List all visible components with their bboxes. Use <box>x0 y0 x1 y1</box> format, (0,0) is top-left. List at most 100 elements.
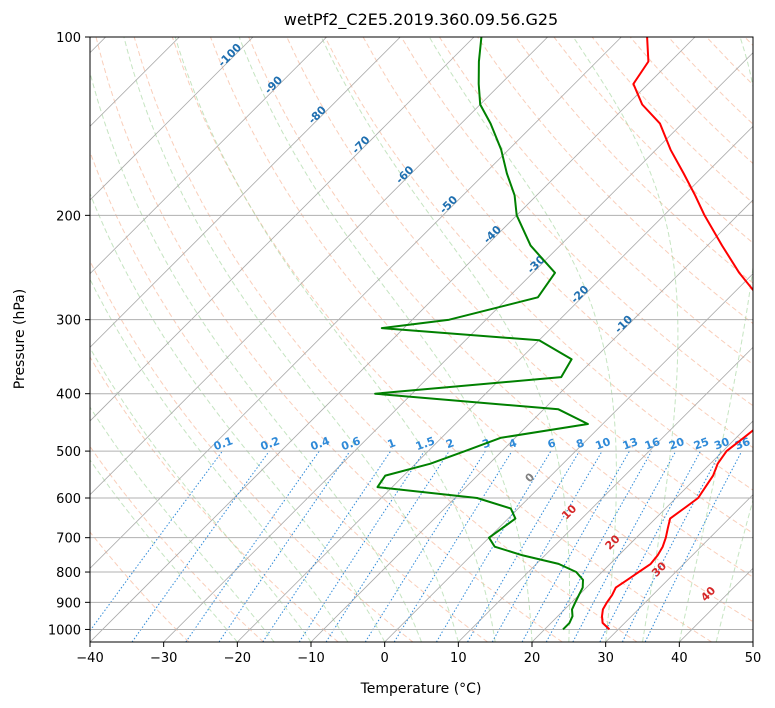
x-tick-label: 20 <box>524 651 541 666</box>
x-tick-label: 50 <box>745 651 762 666</box>
mixing-ratio-line <box>521 450 630 642</box>
x-axis-label: Temperature (°C) <box>360 681 482 697</box>
isotherm-line <box>90 37 622 569</box>
mixing-ratio-label: 16 <box>643 435 662 453</box>
moist-adiabat-line <box>90 459 238 642</box>
moist-adiabat-line <box>90 192 386 642</box>
moist-adiabat-line <box>90 406 275 642</box>
isotherm-line <box>90 37 254 201</box>
mixing-ratio-line <box>131 450 270 642</box>
mixing-ratio-label: 20 <box>667 435 686 453</box>
mixing-ratio-line <box>218 450 351 642</box>
x-tick-label: 0 <box>381 651 389 666</box>
dry-adiabat-line <box>400 37 753 407</box>
x-tick-label: 30 <box>597 651 614 666</box>
mixing-ratio-line <box>262 450 392 642</box>
mixing-ratio-line <box>185 450 320 642</box>
dry-adiabat-line <box>210 37 753 623</box>
isotherm-line <box>605 494 753 642</box>
isotherm-line <box>90 37 696 642</box>
mixing-ratio-lines <box>90 450 743 642</box>
mixing-ratio-line <box>325 450 450 642</box>
x-axis: −40 −30 −20 −10 0 10 20 30 40 50 <box>76 642 761 666</box>
plot-area: 0.1 0.2 0.4 0.6 1 1.5 2 3 4 6 8 10 13 16 20 25 30 36-100-… <box>90 37 753 642</box>
x-tick-label: −20 <box>224 651 251 666</box>
mixing-ratio-label: 4 <box>507 436 519 451</box>
pressure-gridlines <box>90 37 753 630</box>
mixing-ratio-label: 30 <box>712 435 731 453</box>
mixing-ratio-label: 2 <box>444 436 456 451</box>
isotherm-line <box>90 37 327 275</box>
y-axis: 100 200 300 400 500 600 700 800 900 1000 <box>48 31 90 638</box>
x-tick-label: −30 <box>150 651 177 666</box>
dry-adiabat-line <box>90 445 264 642</box>
moist-adiabat-line <box>715 497 753 642</box>
isotherm-line <box>531 420 753 642</box>
isotherm-line <box>90 37 401 348</box>
y-tick-label: 700 <box>56 532 81 547</box>
isotherm-line <box>237 125 753 642</box>
isotherm-line <box>310 199 753 642</box>
mixing-ratio-line <box>435 450 552 642</box>
y-tick-label: 400 <box>56 388 81 403</box>
y-tick-label: 600 <box>56 492 81 507</box>
moist-adiabat-line <box>90 278 349 642</box>
dry-adiabat-line <box>90 531 190 642</box>
moist-adiabat-line <box>678 37 753 642</box>
y-tick-label: 300 <box>56 314 81 329</box>
dry-adiabat-line <box>324 37 753 491</box>
x-tick-label: 40 <box>671 651 688 666</box>
moist-adiabat-line <box>174 37 496 642</box>
mixing-ratio-line <box>599 450 701 642</box>
x-tick-label: −40 <box>76 651 103 666</box>
dry-adiabat-line <box>438 37 753 366</box>
y-axis-label: Pressure (hPa) <box>12 289 28 389</box>
mixing-ratio-line <box>90 450 223 632</box>
dry-adiabat-line <box>90 150 488 642</box>
mixing-ratio-label: 0.2 <box>259 434 282 453</box>
isotherm-line <box>90 37 548 496</box>
y-tick-label: 900 <box>56 596 81 611</box>
isotherm-line <box>384 273 753 642</box>
dry-adiabat-line <box>171 37 712 642</box>
dry-adiabat-line <box>248 37 753 578</box>
mixing-ratio-label: 1.5 <box>414 434 437 453</box>
dewpoint-profile-line <box>374 37 589 631</box>
moist-adiabat-line <box>238 37 533 642</box>
y-tick-label: 200 <box>56 209 81 224</box>
mixing-ratio-label: 6 <box>546 436 558 451</box>
mixing-ratio-line <box>298 450 425 642</box>
moist-adiabat-line <box>572 37 679 642</box>
isotherm-line <box>90 37 475 422</box>
mixing-ratio-label: 0.4 <box>309 434 332 453</box>
y-tick-label: 1000 <box>48 623 81 638</box>
mixing-ratio-label: 0.1 <box>212 434 235 453</box>
x-tick-label: −10 <box>297 651 324 666</box>
moist-adiabat-line <box>320 37 571 642</box>
mixing-ratio-label: 8 <box>574 436 586 451</box>
mixing-ratio-label: 10 <box>594 435 613 453</box>
mixing-ratio-line <box>545 450 653 642</box>
dry-adiabat-line <box>95 37 563 642</box>
profile-series <box>374 37 753 631</box>
y-tick-label: 800 <box>56 566 81 581</box>
mixing-ratio-line <box>393 450 513 642</box>
dry-adiabat-line <box>515 37 753 284</box>
temperature-profile-line <box>601 37 753 631</box>
mixing-ratio-line <box>621 450 722 642</box>
isotherms <box>90 37 753 642</box>
y-tick-label: 500 <box>56 445 81 460</box>
plot-frame <box>89 36 754 643</box>
isotherm-line <box>163 52 753 642</box>
isotherm-line <box>458 346 753 642</box>
mixing-ratio-line <box>364 450 486 642</box>
dry-adiabat-line <box>90 356 339 642</box>
mixing-ratio-line <box>644 450 743 642</box>
mixing-ratio-label: 1 <box>386 436 398 451</box>
mixing-ratio-label: 36 <box>733 435 752 453</box>
mixing-ratio-label: 25 <box>692 435 711 452</box>
mixing-ratio-line <box>572 450 677 642</box>
y-tick-label: 100 <box>56 31 81 46</box>
